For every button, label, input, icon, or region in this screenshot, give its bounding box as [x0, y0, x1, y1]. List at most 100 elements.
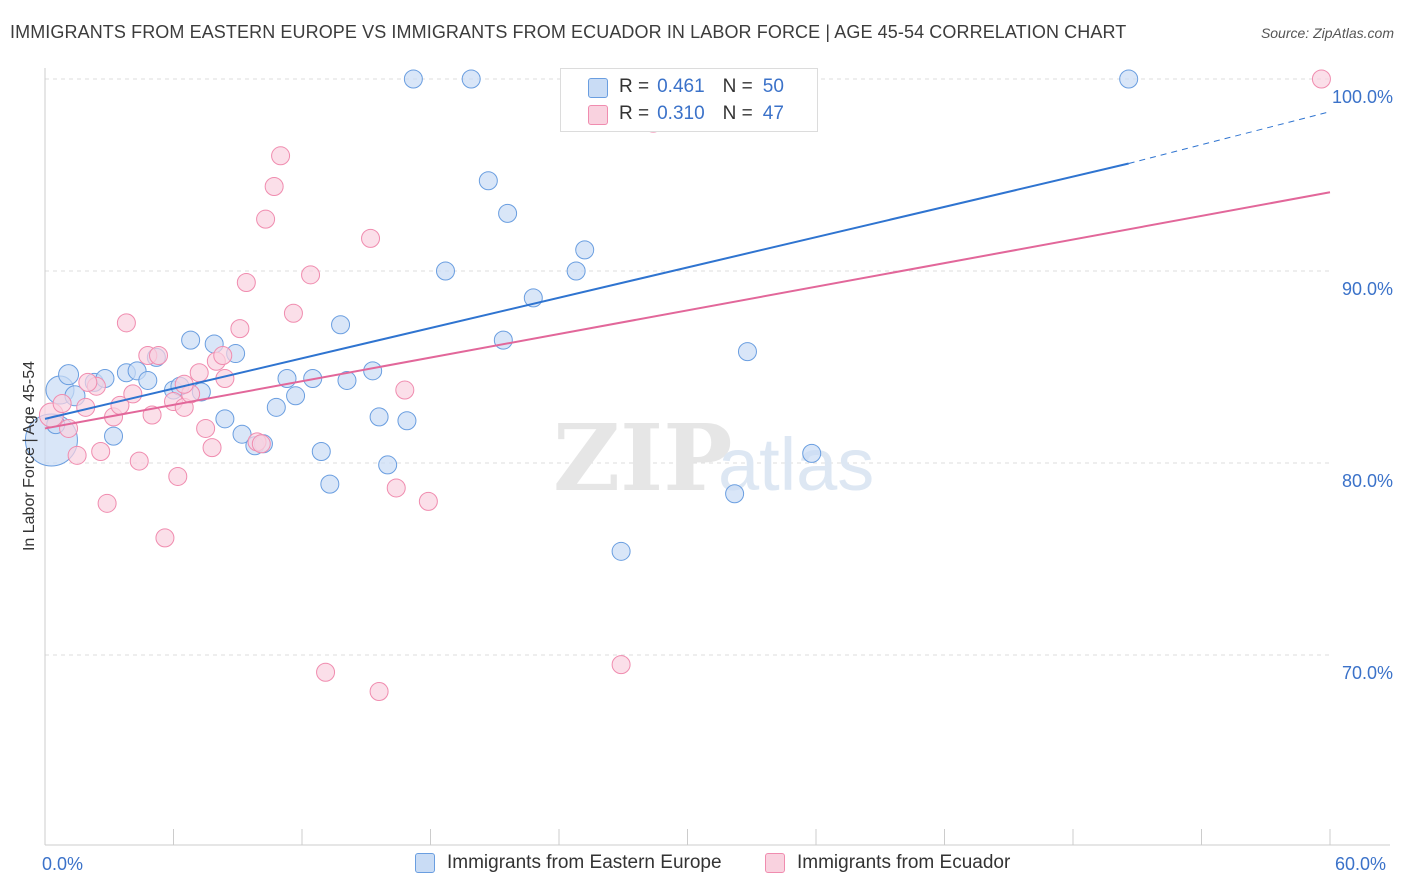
ecuador-point — [97, 493, 117, 513]
eastern-europe-point — [435, 261, 455, 281]
eastern-europe-point — [575, 240, 595, 260]
eastern-europe-point — [266, 397, 286, 417]
ecuador-point — [91, 441, 111, 461]
source-label: Source: ZipAtlas.com — [1260, 25, 1394, 41]
x-tick-label-max: 60.0% — [1335, 854, 1387, 874]
ecuador-point — [52, 393, 72, 413]
eastern-europe-point — [493, 330, 513, 350]
legend-swatch-eastern-europe — [588, 78, 608, 98]
eastern-europe-point — [331, 315, 351, 335]
ecuador-point — [386, 478, 406, 498]
ecuador-point — [316, 662, 336, 682]
ecuador-point — [230, 319, 250, 339]
ecuador-point — [271, 146, 291, 166]
n-value: 47 — [762, 103, 784, 124]
chart-title: IMMIGRANTS FROM EASTERN EUROPE VS IMMIGR… — [10, 22, 1127, 42]
eastern-europe-point — [104, 426, 124, 446]
axes — [44, 68, 1390, 846]
eastern-europe-trend-line — [44, 162, 1129, 420]
n-label: N = — [722, 76, 753, 97]
eastern-europe-point — [461, 69, 481, 89]
legend-row-ecuador: R = 0.310 N = 47 — [619, 102, 784, 126]
ecuador-point — [168, 466, 188, 486]
ecuador-point — [189, 363, 209, 383]
eastern-europe-trend-extension — [1128, 111, 1331, 164]
legend-label: Immigrants from Eastern Europe — [447, 852, 722, 873]
eastern-europe-point — [498, 203, 518, 223]
eastern-europe-point — [725, 484, 745, 504]
y-tick-label: 70.0% — [1342, 663, 1393, 683]
y-axis-label: In Labor Force | Age 45-54 — [21, 360, 38, 552]
eastern-europe-point — [478, 171, 498, 191]
eastern-europe-point — [181, 330, 201, 350]
eastern-europe-point — [397, 411, 417, 431]
r-label: R = — [619, 103, 650, 124]
ecuador-point — [251, 434, 271, 454]
ecuador-point — [283, 303, 303, 323]
eastern-europe-point — [311, 441, 331, 461]
eastern-europe-point — [369, 407, 389, 427]
eastern-europe-point — [611, 541, 631, 561]
eastern-europe-point — [138, 370, 158, 390]
data-points — [24, 69, 1331, 701]
ecuador-point — [361, 228, 381, 248]
ecuador-point — [149, 345, 169, 365]
legend-label: Immigrants from Ecuador — [797, 852, 1011, 873]
trend-lines — [44, 111, 1331, 430]
ecuador-point — [78, 372, 98, 392]
grid-lines — [45, 78, 1330, 656]
legend-item-eastern-europe[interactable]: Immigrants from Eastern Europe — [415, 852, 722, 874]
legend-swatch-icon — [415, 853, 435, 873]
eastern-europe-point — [320, 474, 340, 494]
r-value: 0.461 — [657, 76, 705, 97]
ecuador-point — [129, 451, 149, 471]
eastern-europe-point — [403, 69, 423, 89]
watermark-zip: ZIP — [553, 404, 732, 512]
r-value: 0.310 — [657, 103, 705, 124]
y-tick-label: 90.0% — [1342, 279, 1393, 299]
ecuador-point — [155, 528, 175, 548]
series-legend: Immigrants from Eastern Europe Immigrant… — [0, 852, 1406, 878]
legend-swatch-icon — [765, 853, 785, 873]
ecuador-point — [213, 345, 233, 365]
legend-row-eastern-europe: R = 0.461 N = 50 — [619, 75, 784, 99]
watermark-atlas: atlas — [718, 423, 874, 506]
ecuador-point — [116, 313, 136, 333]
legend-swatch-ecuador — [588, 105, 608, 125]
eastern-europe-point — [232, 424, 252, 444]
ecuador-point — [418, 491, 438, 511]
eastern-europe-point — [378, 455, 398, 475]
eastern-europe-point — [737, 342, 757, 362]
r-label: R = — [619, 76, 650, 97]
n-value: 50 — [762, 76, 784, 97]
legend-item-ecuador[interactable]: Immigrants from Ecuador — [765, 852, 1010, 874]
ecuador-point — [67, 445, 87, 465]
y-tick-labels: 70.0% 80.0% 90.0% 100.0% — [1332, 87, 1393, 683]
ecuador-point — [395, 380, 415, 400]
ecuador-point — [202, 438, 222, 458]
n-label: N = — [722, 103, 753, 124]
eastern-europe-point — [337, 370, 357, 390]
eastern-europe-point — [58, 364, 80, 386]
ecuador-point — [236, 273, 256, 293]
eastern-europe-point — [802, 443, 822, 463]
correlation-legend: R = 0.461 N = 50 R = 0.310 N = 47 — [560, 68, 818, 132]
ecuador-point — [256, 209, 276, 229]
eastern-europe-point — [1119, 69, 1139, 89]
ecuador-point — [301, 265, 321, 285]
ecuador-point — [611, 655, 631, 675]
y-tick-label: 100.0% — [1332, 87, 1393, 107]
ecuador-point — [1311, 69, 1331, 89]
ecuador-point — [369, 681, 389, 701]
ecuador-trend-line — [44, 191, 1331, 430]
ecuador-point — [264, 177, 284, 197]
x-tick-label-min: 0.0% — [42, 854, 84, 874]
ecuador-point — [196, 418, 216, 438]
eastern-europe-point — [215, 409, 235, 429]
y-tick-label: 80.0% — [1342, 471, 1393, 491]
eastern-europe-point — [363, 361, 383, 381]
eastern-europe-point — [286, 386, 306, 406]
eastern-europe-point — [566, 261, 586, 281]
